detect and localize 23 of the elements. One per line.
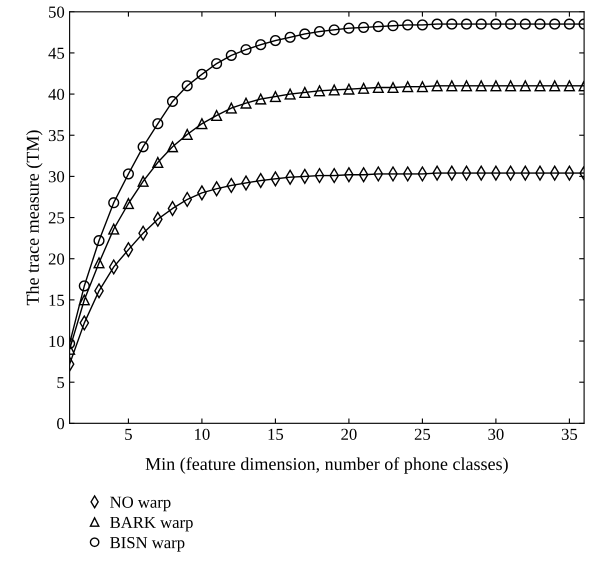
x-tick-label: 35 bbox=[562, 428, 578, 440]
y-tick-label: 0 bbox=[57, 418, 64, 430]
x-tick-label: 5 bbox=[125, 428, 132, 440]
y-tick-label: 20 bbox=[48, 253, 64, 265]
legend-label: NO warp bbox=[110, 496, 171, 512]
x-tick-label: 30 bbox=[488, 428, 504, 440]
y-tick-label: 30 bbox=[48, 171, 64, 182]
y-tick-label: 10 bbox=[50, 336, 64, 347]
y-tick-label: 45 bbox=[48, 48, 64, 59]
y-tick-label: 35 bbox=[48, 130, 64, 142]
x-tick-label: 25 bbox=[414, 428, 430, 440]
x-tick-label: 10 bbox=[195, 428, 210, 440]
x-tick-label: 15 bbox=[268, 428, 284, 440]
y-tick-label: 40 bbox=[48, 88, 64, 100]
y-tick-label: 5 bbox=[57, 377, 64, 388]
x-tick-label: 20 bbox=[341, 428, 357, 440]
y-tick-label: 50 bbox=[49, 6, 64, 18]
y-tick-label: 15 bbox=[50, 294, 64, 306]
legend-label: BISN warp bbox=[110, 537, 184, 552]
legend-label: BARK warp bbox=[110, 516, 193, 532]
y-tick-label: 25 bbox=[48, 212, 64, 224]
x-axis-title: Min (feature dimension, number of phone classes) bbox=[146, 457, 508, 474]
y-axis-title: The trace measure (TM) bbox=[26, 130, 43, 306]
